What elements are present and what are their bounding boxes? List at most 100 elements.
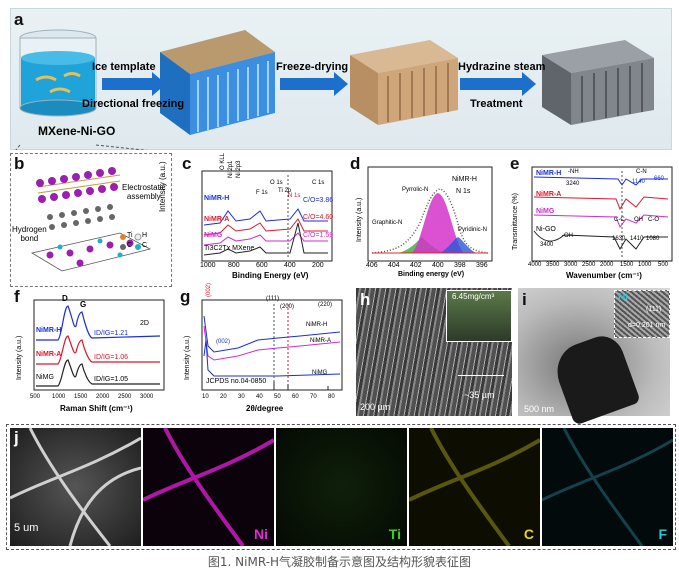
c-xtick-4: 400	[284, 262, 296, 269]
electrostatic-label: Electrostatic assembly	[122, 183, 166, 201]
panel-d-label: d	[350, 154, 361, 173]
c-ratio-3: C/O=1.59	[303, 232, 334, 239]
f-ratio-1: ID/IG=1.21	[94, 330, 129, 337]
ice-template-block	[160, 30, 275, 135]
legend-h: H	[142, 232, 148, 239]
panel-f-label: f	[14, 287, 20, 306]
eds-ni-label: Ni	[254, 526, 268, 542]
c-peak-ni2p3: Ni 2p3	[236, 160, 242, 178]
panel-h-label: h	[360, 290, 371, 309]
f-xtick-2: 1000	[52, 394, 66, 400]
d-pyridinic: Pyridinic-N	[458, 227, 488, 233]
d-title-2: N 1s	[456, 188, 471, 195]
f-xtick-1: 500	[30, 394, 41, 400]
beaker-icon	[19, 29, 97, 117]
eds-ti-label: Ti	[388, 526, 401, 542]
i-element: Ni	[618, 292, 628, 303]
e-ylabel: Transmittance (%)	[512, 193, 519, 250]
c-xtick-2: 800	[228, 262, 240, 269]
e-ann-co: C-O	[648, 217, 659, 223]
process-arrow-2	[280, 72, 348, 96]
c-peak-ni2p1: Ni 2p1	[228, 160, 234, 178]
step2-label: Freeze-drying	[276, 61, 349, 73]
panel-c-label: c	[182, 154, 192, 173]
f-series-3: NiMG	[36, 374, 54, 381]
legend-c2: C	[142, 242, 148, 249]
e-xtick-7: 1000	[638, 262, 652, 268]
beaker-label: MXene-Ni-GO	[38, 124, 116, 138]
f-xtick-5: 2500	[118, 394, 132, 400]
panel-b-structure	[30, 167, 152, 272]
c-peak-n1s: N 1s	[288, 193, 301, 199]
eds-f-label: F	[658, 526, 667, 542]
process-arrow-1	[102, 72, 166, 96]
f-peak-d: D	[62, 294, 68, 303]
sem-image-j	[10, 428, 141, 546]
c-peak-c1s: C 1s	[312, 180, 325, 186]
g-peak-111: (111)	[266, 296, 280, 302]
panel-e-label: e	[510, 154, 520, 173]
step1-label-top: Ice template	[92, 61, 156, 73]
e-series-3: NiMG	[536, 208, 555, 215]
panel-j-frame	[6, 424, 676, 550]
photo-inset	[446, 290, 512, 342]
e-series-2: NiMR-A	[536, 191, 562, 198]
h-density: 6.45mg/cm³	[452, 292, 495, 301]
e-ann-1630: 1630	[612, 236, 626, 242]
e-xtick-5: 2000	[600, 262, 614, 268]
panel-f-raman	[33, 299, 165, 391]
c-peak-f1s: F 1s	[256, 190, 268, 196]
g-xtick-1: 10	[202, 394, 209, 400]
d-xtick-4: 400	[432, 262, 444, 269]
h-scale: 200 µm	[360, 402, 391, 412]
figure-caption: 图1. NiMR-H气凝胶制备示意图及结构形貌表征图	[207, 555, 472, 569]
f-ratio-2: ID/IG=1.06	[94, 354, 129, 361]
g-xtick-4: 40	[256, 394, 263, 400]
panel-g-label: g	[180, 287, 191, 306]
e-xtick-8: 500	[658, 262, 669, 268]
panel-a-label: a	[14, 10, 24, 29]
d-xtick-2: 404	[388, 262, 400, 269]
i-dspacing: d=0.201 nm	[628, 322, 666, 329]
f-xlabel: Raman Shift (cm⁻¹)	[60, 404, 133, 413]
panel-i-label: i	[522, 290, 527, 309]
g-xtick-7: 70	[310, 394, 317, 400]
g-peak-200: (200)	[280, 304, 295, 310]
step3-label-top: Hydrazine steam	[458, 61, 546, 73]
panel-c-xps	[201, 170, 333, 262]
c-ylabel: Intensity (a.u.)	[158, 161, 167, 212]
freeze-dried-block	[350, 40, 458, 125]
panel-d-n1s	[367, 166, 493, 262]
e-xtick-4: 2500	[582, 262, 596, 268]
g-xtick-6: 60	[292, 394, 299, 400]
d-graphitic: Graphitic-N	[372, 220, 403, 226]
f-series-1: NiMR-H	[36, 327, 62, 334]
g-xtick-5: 50	[274, 394, 281, 400]
g-series-3: NiMG	[312, 370, 328, 376]
g-xtick-2: 20	[220, 394, 227, 400]
g-jcpds: JCPDS no.04-0850	[206, 378, 267, 385]
eds-map-ni: Ni	[143, 428, 274, 546]
f-xtick-6: 3000	[140, 394, 154, 400]
eds-map-c: C	[409, 428, 540, 546]
c-series-label-2: NiMR-A	[204, 216, 230, 223]
g-xlabel: 2θ/degree	[246, 404, 284, 413]
d-title-1: NiMR-H	[452, 176, 477, 183]
g-series-2: NiMR-A	[310, 338, 331, 344]
panel-j-label: j	[14, 428, 19, 447]
d-xtick-1: 406	[366, 262, 378, 269]
d-pyrrolic: Pyrrolic-N	[402, 187, 429, 193]
c-ratio-1: C/O=3.86	[303, 197, 334, 204]
i-scale: 500 nm	[524, 404, 555, 414]
e-ann-660: 660	[654, 176, 665, 182]
c-series-label-4: Ti3C2Tx MXene	[204, 245, 255, 252]
panel-a-schematic	[15, 29, 654, 150]
d-ylabel: Intensity (a.u.)	[356, 197, 363, 242]
e-xtick-6: 1500	[620, 262, 634, 268]
g-xtick-8: 80	[328, 394, 335, 400]
figure: a	[6, 8, 676, 550]
e-series-4: Ni-GO	[536, 226, 556, 233]
c-peak-o1s: O 1s	[270, 180, 283, 186]
d-xtick-5: 398	[454, 262, 466, 269]
hydrazine-treated-block	[542, 40, 654, 125]
